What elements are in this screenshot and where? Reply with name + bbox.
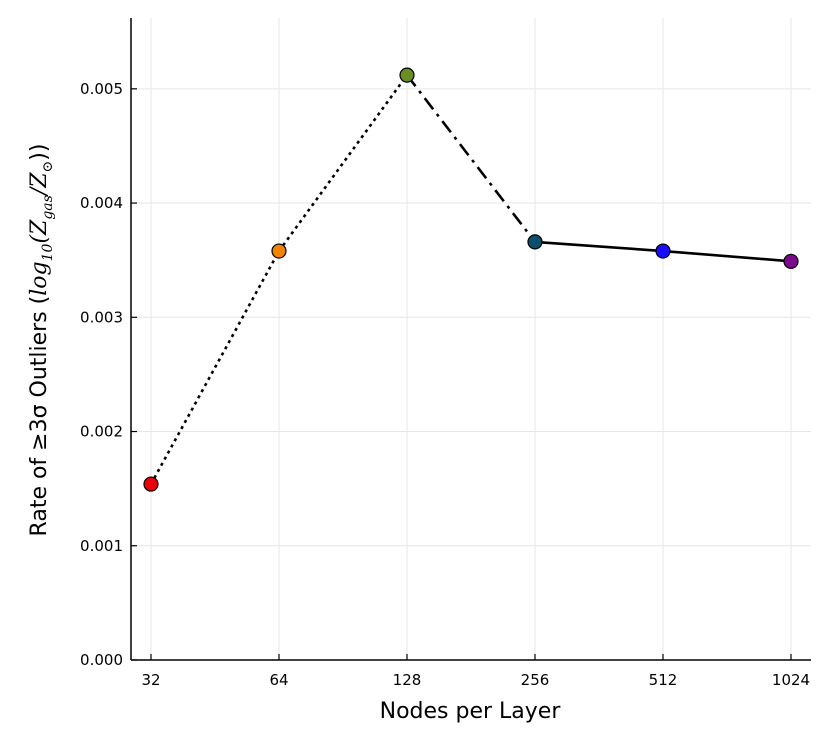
- y-axis-title-prefix: Rate of ≥3σ Outliers (: [27, 296, 52, 537]
- x-axis-title: Nodes per Layer: [380, 699, 562, 724]
- series-segment: [662, 249, 792, 263]
- x-tick-label: 32: [141, 671, 160, 689]
- series-segment: [149, 250, 281, 485]
- x-tick-label: 64: [269, 671, 288, 689]
- y-axis-title-z2: Z: [27, 172, 52, 189]
- y-tick-label: 0.005: [80, 80, 123, 98]
- y-axis-title-paren: (: [27, 235, 52, 244]
- y-axis-title-z1: Z: [27, 219, 52, 236]
- data-point: [783, 253, 799, 269]
- y-tick-label: 0.003: [80, 308, 123, 326]
- tick-labels: 0.000 0.001 0.002 0.003 0.004 0.005 32 64 128 256…: [80, 80, 810, 689]
- data-point: [527, 234, 543, 250]
- series-segment: [534, 240, 664, 253]
- y-axis-title-log: log: [27, 261, 52, 295]
- series-segment: [277, 74, 409, 252]
- series-segment: [405, 74, 537, 243]
- y-axis-title-z2-sub: ⊙: [40, 161, 56, 173]
- x-tick-label: 256: [521, 671, 550, 689]
- x-tick-label: 1024: [772, 671, 810, 689]
- y-axis-title-log-sub: 10: [40, 243, 56, 261]
- y-axis-title: Rate of ≥3σ Outliers (log10(Zgas/Z⊙)): [27, 144, 56, 537]
- y-axis-title-z1-sub: gas: [40, 195, 56, 220]
- y-axis-title-slash: /: [27, 185, 52, 197]
- x-tick-label: 128: [393, 671, 422, 689]
- grid-lines: [131, 18, 811, 661]
- y-tick-label: 0.000: [80, 651, 123, 669]
- data-point: [271, 243, 287, 259]
- data-point: [143, 476, 159, 492]
- data-point: [655, 243, 671, 259]
- y-axis-title-suffix: )): [27, 144, 52, 161]
- y-tick-label: 0.002: [80, 423, 123, 441]
- data-series: [143, 67, 799, 492]
- y-tick-label: 0.004: [80, 194, 123, 212]
- axes: [130, 18, 811, 661]
- data-point: [399, 67, 415, 83]
- x-tick-label: 512: [649, 671, 678, 689]
- y-tick-label: 0.001: [80, 537, 123, 555]
